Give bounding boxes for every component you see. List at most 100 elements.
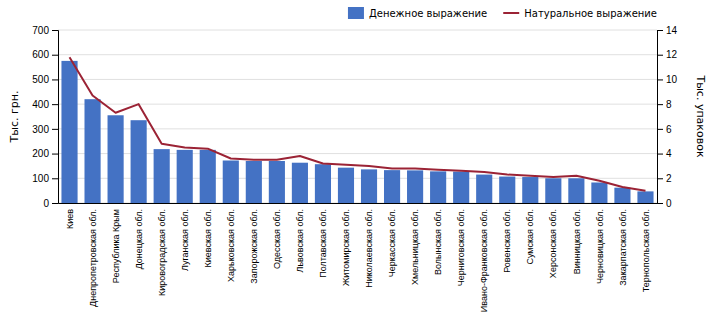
bar	[292, 163, 308, 203]
x-tick-label: Закарпатская обл.	[618, 209, 628, 286]
x-tick-label: Днепропетровская обл.	[88, 209, 98, 307]
y-tick-line	[52, 104, 58, 105]
bar	[637, 191, 653, 203]
bar	[476, 175, 492, 203]
grid-line	[58, 153, 657, 154]
bar	[614, 188, 630, 203]
y-tick-line	[52, 203, 58, 204]
x-tick: Волынская обл.	[433, 203, 443, 275]
y2-tick: 2	[657, 173, 672, 184]
x-tick-label: Сумская обл.	[525, 209, 535, 265]
x-tick: Черновицкая обл.	[595, 203, 605, 284]
x-tick: Харьковская обл.	[226, 203, 236, 282]
y2-tick-line	[657, 104, 663, 105]
bar	[223, 160, 239, 203]
bar-series	[61, 61, 653, 203]
x-tick-label: Ровенская обл.	[502, 209, 512, 273]
y2-tick-label: 12	[666, 49, 678, 60]
x-tick: Черкасская обл.	[387, 203, 397, 277]
y-tick: 700	[32, 25, 58, 36]
y-tick-label: 400	[32, 99, 49, 110]
y-tick-line	[52, 55, 58, 56]
y-tick-label: 700	[32, 25, 49, 36]
y-tick-label: 500	[32, 74, 49, 85]
y-tick: 300	[32, 124, 58, 135]
bar	[407, 170, 423, 203]
y2-tick: 8	[657, 99, 672, 110]
y2-tick-label: 0	[666, 198, 672, 209]
bar	[84, 99, 100, 203]
y-tick-label: 0	[43, 198, 49, 209]
x-tick: Николаевская обл.	[364, 203, 374, 288]
x-tick-label: Хмельницкая обл.	[410, 209, 420, 285]
y-tick-line	[52, 30, 58, 31]
y-axis-line	[52, 31, 59, 204]
x-tick: Львовская обл.	[295, 203, 305, 272]
bar	[338, 168, 354, 203]
y2-tick: 0	[657, 198, 672, 209]
x-tick-label: Волынская обл.	[433, 209, 443, 275]
y2-tick-line	[657, 79, 663, 80]
x-tick: Донецкая обл.	[134, 203, 144, 269]
legend: Денежное выражение Натуральное выражение	[348, 7, 657, 19]
x-tick-label: Черниговская обл.	[456, 209, 466, 286]
x-tick: Тернопольская обл.	[641, 203, 651, 292]
bar	[384, 170, 400, 203]
bar	[61, 61, 77, 203]
y-tick: 500	[32, 74, 58, 85]
y-tick-label: 600	[32, 49, 49, 60]
y2-tick: 14	[657, 25, 678, 36]
x-tick: Днепропетровская обл.	[88, 203, 98, 307]
bar	[545, 178, 561, 203]
x-tick-label: Кировоградская обл.	[157, 209, 167, 296]
y-tick: 400	[32, 99, 58, 110]
y-tick: 200	[32, 148, 58, 159]
bar	[131, 120, 147, 203]
x-tick-label: Житомирская обл.	[341, 209, 351, 286]
y2-axis: 02468101214	[657, 25, 678, 209]
x-tick-label: Киев	[65, 209, 75, 229]
y-tick: 0	[43, 198, 58, 209]
x-tick-label: Запорожская обл.	[249, 209, 259, 284]
x-tick-label: Черкасская обл.	[387, 209, 397, 277]
legend-label: Денежное выражение	[369, 8, 487, 19]
x-axis: Киев Днепропетровская обл. Республика Крым…	[59, 203, 658, 312]
x-tick: Ивано-Франковская обл.	[479, 203, 489, 312]
x-tick-label: Донецкая обл.	[134, 209, 144, 269]
y2-tick-line	[657, 129, 663, 130]
y-tick-line	[52, 178, 58, 179]
plot: Киев Днепропетровская обл. Республика Крым…	[32, 25, 677, 313]
y2-tick-label: 4	[666, 148, 672, 159]
x-tick: Одесская обл.	[272, 203, 282, 269]
y-axis: 0100200300400500600700	[32, 25, 58, 209]
line	[70, 57, 646, 190]
legend-item: Денежное выражение	[348, 7, 487, 19]
x-tick-label: Республика Крым	[111, 209, 121, 283]
y-tick-label: 200	[32, 148, 49, 159]
legend-item: Натуральное выражение	[503, 8, 657, 19]
x-tick: Полтавская обл.	[318, 203, 328, 278]
x-tick-label: Ивано-Франковская обл.	[479, 209, 489, 312]
grid-line	[58, 203, 657, 204]
y-axis-title: Тыс. грн.	[8, 91, 21, 144]
bar	[246, 161, 262, 203]
y-tick-line	[52, 129, 58, 130]
y2-tick-label: 2	[666, 173, 672, 184]
x-axis-line	[59, 203, 658, 204]
x-tick: Закарпатская обл.	[618, 203, 628, 286]
y2-tick-label: 14	[666, 25, 678, 36]
x-tick-label: Черновицкая обл.	[595, 209, 605, 284]
x-tick-label: Луганская обл.	[180, 209, 190, 271]
bar	[361, 169, 377, 203]
y2-tick: 12	[657, 49, 678, 60]
x-tick: Хмельницкая обл.	[410, 203, 420, 285]
x-tick: Республика Крым	[111, 203, 121, 283]
x-tick-label: Тернопольская обл.	[641, 209, 651, 292]
bar	[568, 178, 584, 203]
y2-tick-line	[657, 55, 663, 56]
y2-tick-label: 10	[666, 74, 678, 85]
x-tick: Кировоградская обл.	[157, 203, 167, 296]
x-tick: Черниговская обл.	[456, 203, 466, 286]
grid-line	[58, 104, 657, 105]
bar	[453, 172, 469, 203]
